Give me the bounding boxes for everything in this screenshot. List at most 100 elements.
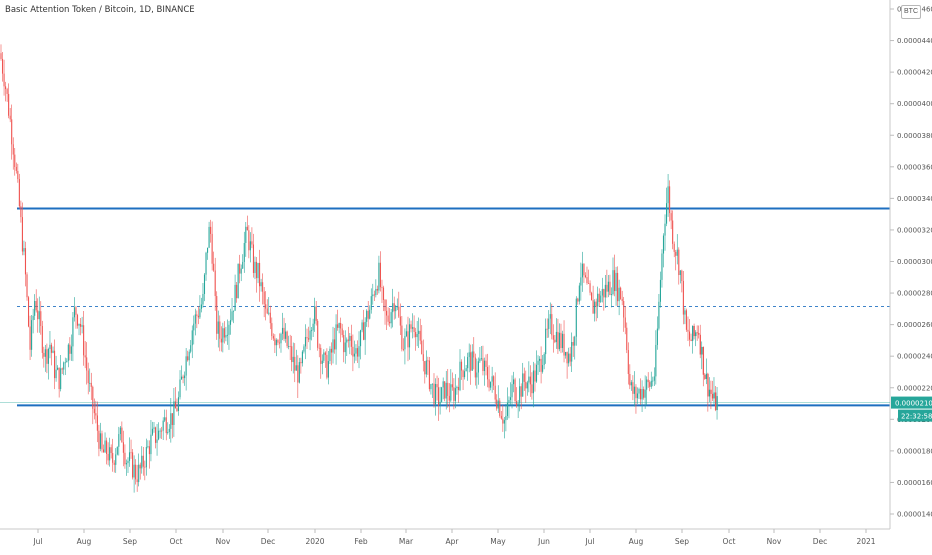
- candle-body: [568, 353, 570, 364]
- candle-body: [604, 284, 606, 298]
- candle-body: [589, 283, 591, 293]
- candle-body: [587, 283, 590, 284]
- candle-body: [681, 270, 683, 281]
- candle-body: [353, 353, 355, 357]
- candle-body: [480, 358, 482, 360]
- candle-body: [177, 397, 180, 411]
- x-tick-label: Jul: [584, 537, 594, 546]
- candle-body: [679, 270, 681, 276]
- candle-body: [402, 349, 404, 350]
- candle-body: [295, 365, 297, 371]
- candle-body: [548, 318, 550, 329]
- candle-body: [99, 433, 101, 449]
- candle-body: [57, 367, 59, 370]
- candle-body: [125, 463, 128, 465]
- candle-body: [526, 382, 528, 389]
- candle-body: [58, 367, 60, 390]
- y-tick-label: 0.00001600: [897, 479, 932, 487]
- candle-body: [381, 287, 383, 289]
- candle-body: [464, 371, 466, 378]
- candle-body: [708, 389, 711, 397]
- candle-body: [321, 360, 323, 364]
- candle-body: [311, 330, 313, 332]
- candle-body: [75, 307, 77, 315]
- countdown-label: 22:32:58: [901, 413, 932, 421]
- candle-body: [476, 372, 478, 378]
- candle-body: [644, 389, 646, 398]
- candle-body: [659, 279, 661, 302]
- candle-body: [445, 382, 447, 399]
- candle-body: [182, 376, 184, 379]
- candle-body: [145, 446, 147, 468]
- candle-body: [124, 452, 126, 465]
- candle-body: [364, 321, 366, 340]
- candle-body: [693, 325, 695, 337]
- candle-body: [283, 327, 285, 339]
- candle-body: [509, 397, 512, 400]
- candle-body: [621, 298, 623, 302]
- candle-body: [159, 430, 161, 432]
- candle-body: [20, 206, 22, 218]
- candle-body: [537, 360, 539, 365]
- x-tick-label: Mar: [399, 537, 414, 546]
- candle-body: [670, 213, 672, 221]
- candle-body: [72, 317, 74, 347]
- candle-body: [233, 310, 235, 312]
- candle-body: [214, 270, 216, 297]
- candle-body: [219, 321, 221, 339]
- candle-body: [243, 242, 245, 262]
- candle-body: [156, 439, 158, 443]
- candle-body: [672, 220, 674, 244]
- candle-body: [194, 314, 196, 324]
- candle-body: [242, 261, 244, 269]
- candle-body: [8, 93, 10, 116]
- candle-body: [502, 418, 504, 424]
- candle-body: [479, 358, 481, 362]
- candle-body: [237, 263, 239, 299]
- candle-body: [297, 365, 299, 383]
- x-tick-label: Nov: [767, 537, 782, 546]
- candle-body: [277, 339, 279, 343]
- candle-body: [150, 434, 152, 455]
- candle-body: [17, 170, 19, 180]
- x-tick-label: May: [490, 537, 506, 546]
- candle-body: [520, 386, 522, 397]
- candle-body: [83, 325, 85, 356]
- x-tick-label: Oct: [723, 537, 736, 546]
- candle-body: [300, 362, 302, 364]
- candle-body: [133, 464, 135, 478]
- candle-body: [128, 452, 131, 461]
- x-tick-label: Nov: [216, 537, 231, 546]
- candle-body: [482, 358, 484, 372]
- candle-body: [460, 361, 463, 371]
- candle-body: [454, 388, 456, 401]
- candles: [0, 44, 718, 493]
- candle-body: [549, 314, 551, 319]
- currency-button[interactable]: BTC: [901, 5, 921, 19]
- candle-body: [569, 353, 571, 362]
- candle-body: [393, 303, 395, 312]
- candle-body: [471, 351, 473, 371]
- candle-body: [633, 386, 635, 394]
- candle-body: [669, 186, 671, 214]
- candle-body: [360, 330, 362, 347]
- candle-body: [24, 248, 27, 275]
- candle-body: [278, 342, 281, 344]
- candle-body: [41, 325, 43, 353]
- candle-body: [292, 356, 294, 363]
- candle-body: [698, 332, 700, 335]
- candle-body: [508, 399, 510, 403]
- candle-body: [338, 323, 340, 328]
- candle-body: [583, 263, 585, 276]
- candle-body: [451, 384, 453, 388]
- candle-body: [635, 386, 637, 399]
- candle-body: [613, 270, 616, 292]
- candle-body: [50, 344, 53, 353]
- x-tick-label: Sep: [675, 537, 689, 546]
- candle-body: [382, 287, 385, 300]
- candle-body: [52, 350, 54, 353]
- candle-body: [141, 455, 143, 469]
- candle-body: [558, 332, 560, 350]
